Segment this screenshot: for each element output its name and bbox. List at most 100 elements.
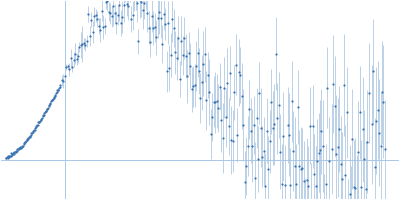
Point — [35, 121, 42, 124]
Point — [281, 183, 288, 186]
Point — [101, 24, 108, 28]
Point — [154, 16, 161, 19]
Point — [137, 0, 143, 2]
Point — [184, 75, 190, 78]
Point — [274, 117, 280, 120]
Point — [272, 52, 279, 55]
Point — [8, 154, 14, 157]
Point — [187, 65, 193, 68]
Point — [210, 100, 217, 103]
Point — [54, 88, 60, 91]
Point — [169, 18, 176, 21]
Point — [146, 26, 152, 29]
Point — [242, 180, 248, 183]
Point — [44, 107, 51, 111]
Point — [41, 111, 48, 115]
Point — [88, 18, 94, 21]
Point — [351, 186, 357, 189]
Point — [340, 83, 347, 86]
Point — [338, 162, 344, 166]
Point — [104, 0, 111, 2]
Point — [4, 156, 10, 159]
Point — [212, 101, 218, 104]
Point — [214, 100, 220, 103]
Point — [315, 151, 322, 154]
Point — [333, 153, 340, 156]
Point — [57, 84, 64, 87]
Point — [135, 40, 142, 43]
Point — [90, 30, 96, 33]
Point — [380, 100, 387, 103]
Point — [305, 185, 312, 188]
Point — [16, 146, 22, 150]
Point — [265, 167, 272, 171]
Point — [44, 107, 50, 110]
Point — [96, 24, 102, 27]
Point — [152, 26, 158, 29]
Point — [54, 90, 60, 93]
Point — [79, 42, 86, 45]
Point — [72, 52, 78, 55]
Point — [141, 1, 148, 5]
Point — [160, 12, 167, 15]
Point — [186, 52, 192, 55]
Point — [236, 71, 242, 74]
Point — [24, 138, 30, 141]
Point — [22, 141, 28, 144]
Point — [45, 106, 51, 109]
Point — [264, 129, 270, 132]
Point — [138, 0, 145, 3]
Point — [231, 91, 238, 94]
Point — [110, 5, 116, 8]
Point — [9, 152, 16, 155]
Point — [55, 89, 62, 92]
Point — [259, 155, 266, 159]
Point — [271, 123, 278, 126]
Point — [23, 140, 29, 143]
Point — [29, 131, 35, 134]
Point — [218, 119, 224, 122]
Point — [374, 108, 381, 111]
Point — [306, 124, 313, 127]
Point — [9, 153, 15, 157]
Point — [220, 136, 226, 140]
Point — [238, 94, 245, 97]
Point — [280, 135, 286, 138]
Point — [30, 131, 36, 134]
Point — [147, 40, 154, 43]
Point — [188, 88, 195, 91]
Point — [326, 159, 332, 162]
Point — [67, 57, 74, 60]
Point — [98, 9, 105, 12]
Point — [330, 82, 336, 85]
Point — [175, 37, 182, 40]
Point — [73, 57, 80, 61]
Point — [199, 81, 205, 84]
Point — [40, 114, 46, 117]
Point — [163, 70, 170, 73]
Point — [112, 12, 118, 15]
Point — [366, 92, 372, 95]
Point — [20, 144, 26, 148]
Point — [156, 10, 162, 14]
Point — [129, 14, 136, 17]
Point — [361, 158, 368, 161]
Point — [3, 156, 10, 160]
Point — [221, 86, 227, 89]
Point — [40, 113, 47, 116]
Point — [153, 36, 159, 39]
Point — [115, 14, 121, 17]
Point — [362, 187, 369, 190]
Point — [377, 145, 384, 148]
Point — [370, 70, 376, 73]
Point — [48, 99, 54, 102]
Point — [268, 100, 274, 103]
Point — [32, 125, 39, 129]
Point — [261, 149, 267, 153]
Point — [34, 124, 41, 127]
Point — [4, 157, 11, 160]
Point — [159, 42, 165, 45]
Point — [358, 185, 364, 188]
Point — [310, 125, 316, 128]
Point — [205, 74, 211, 77]
